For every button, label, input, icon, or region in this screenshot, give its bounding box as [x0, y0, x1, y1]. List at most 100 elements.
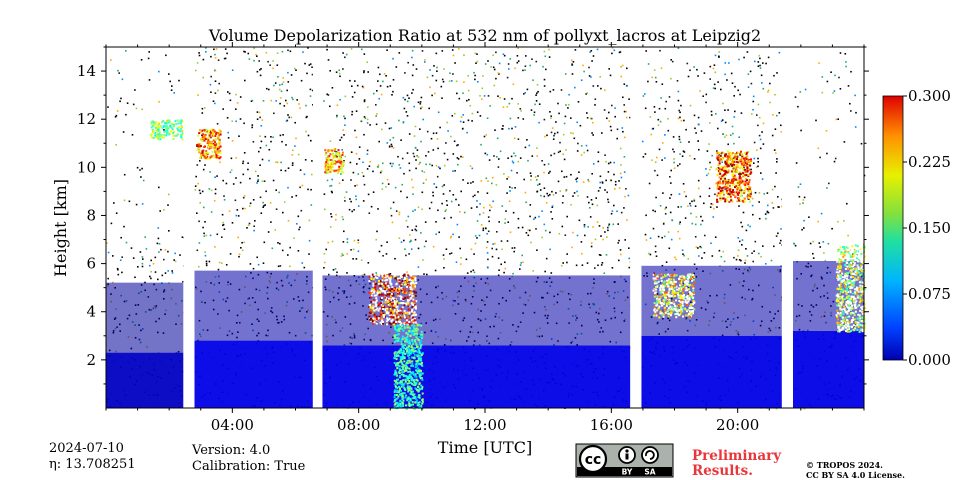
- cirrus-speckle: [330, 166, 332, 169]
- noise-speckle: [452, 54, 455, 57]
- noise-speckle: [267, 60, 269, 63]
- cloud-speckle: [387, 300, 390, 303]
- noise-speckle: [526, 139, 528, 141]
- noise-speckle: [163, 209, 165, 211]
- precip-speckle: [415, 327, 418, 330]
- noise-speckle: [472, 269, 475, 272]
- noise-speckle: [551, 218, 554, 220]
- noise-speckle: [495, 77, 497, 80]
- noise-speckle: [780, 239, 782, 242]
- noise-speckle: [557, 180, 560, 183]
- noise-speckle: [134, 89, 136, 91]
- cloud-speckle: [394, 303, 397, 306]
- noise-speckle: [494, 129, 496, 131]
- noise-speckle: [355, 136, 358, 139]
- noise-speckle: [466, 99, 468, 102]
- precip-speckle: [420, 384, 423, 387]
- cirrus-speckle: [326, 171, 329, 174]
- noise-speckle: [357, 205, 360, 207]
- noise-speckle: [326, 179, 329, 182]
- noise-speckle: [670, 238, 673, 241]
- noise-speckle: [618, 187, 621, 189]
- noise-speckle: [610, 212, 613, 215]
- noise-speckle: [591, 203, 594, 206]
- noise-speckle: [239, 118, 242, 120]
- noise-speckle: [701, 219, 704, 222]
- noise-speckle: [136, 166, 139, 169]
- noise-speckle: [720, 120, 723, 122]
- cloud-speckle: [395, 309, 398, 312]
- cirrus-speckle: [330, 164, 333, 167]
- noise-speckle: [487, 258, 489, 261]
- noise-speckle: [395, 210, 398, 212]
- noise-speckle: [679, 116, 681, 119]
- noise-speckle: [550, 272, 553, 274]
- noise-speckle: [168, 73, 170, 75]
- noise-speckle: [197, 182, 199, 185]
- noise-speckle: [291, 162, 294, 164]
- noise-speckle: [221, 236, 223, 238]
- noise-speckle: [227, 131, 229, 134]
- noise-speckle: [572, 231, 574, 234]
- noise-speckle: [720, 88, 722, 91]
- cloud-speckle: [372, 322, 375, 325]
- noise-speckle: [741, 194, 743, 197]
- cirrus-speckle: [200, 152, 203, 155]
- noise-speckle: [511, 160, 514, 163]
- precip-speckle: [421, 386, 424, 389]
- noise-speckle: [281, 140, 283, 143]
- noise-speckle: [355, 198, 357, 201]
- noise-speckle: [367, 262, 370, 264]
- noise-speckle: [670, 169, 672, 172]
- noise-speckle: [583, 70, 585, 73]
- cirrus-speckle: [181, 129, 184, 132]
- noise-speckle: [269, 202, 272, 204]
- noise-speckle: [600, 264, 603, 266]
- noise-speckle: [198, 52, 200, 54]
- noise-speckle: [522, 69, 524, 72]
- noise-speckle: [445, 208, 447, 211]
- noise-speckle: [563, 176, 566, 178]
- cirrus-speckle: [213, 147, 216, 149]
- noise-speckle: [256, 55, 258, 57]
- noise-speckle: [201, 107, 204, 110]
- noise-speckle: [757, 103, 760, 106]
- precip-speckle: [403, 382, 406, 385]
- noise-speckle: [300, 79, 303, 82]
- cloud-speckle: [373, 315, 376, 318]
- cloud-speckle: [376, 289, 379, 292]
- noise-speckle: [486, 117, 489, 119]
- noise-speckle: [700, 215, 702, 218]
- noise-speckle: [417, 247, 420, 250]
- cloud-speckle: [404, 288, 407, 291]
- cirrus-speckle: [161, 127, 164, 130]
- noise-speckle: [762, 245, 764, 247]
- cirrus-speckle: [197, 147, 200, 150]
- noise-speckle: [838, 76, 840, 79]
- cloud-speckle: [375, 282, 378, 285]
- noise-speckle: [423, 245, 426, 248]
- precip-speckle: [398, 327, 401, 330]
- cloud-speckle: [404, 291, 407, 294]
- noise-speckle: [566, 261, 568, 264]
- cloud-speckle: [372, 301, 375, 304]
- cloud-speckle: [384, 309, 387, 311]
- precip-speckle: [411, 331, 413, 334]
- cirrus-speckle: [329, 153, 332, 156]
- precip-speckle: [407, 370, 410, 373]
- noise-speckle: [549, 193, 551, 196]
- cloud-speckle: [388, 273, 391, 276]
- cloud-speckle: [393, 274, 396, 277]
- noise-speckle: [306, 72, 308, 75]
- noise-speckle: [202, 76, 204, 79]
- cloud-speckle: [384, 282, 387, 285]
- noise-speckle: [670, 193, 673, 196]
- precip-speckle: [411, 377, 414, 380]
- noise-speckle: [559, 141, 561, 144]
- noise-speckle: [742, 211, 745, 214]
- cirrus-speckle: [172, 134, 175, 137]
- noise-speckle: [513, 152, 515, 155]
- noise-speckle: [854, 94, 856, 97]
- noise-speckle: [823, 252, 825, 254]
- noise-speckle: [429, 163, 431, 166]
